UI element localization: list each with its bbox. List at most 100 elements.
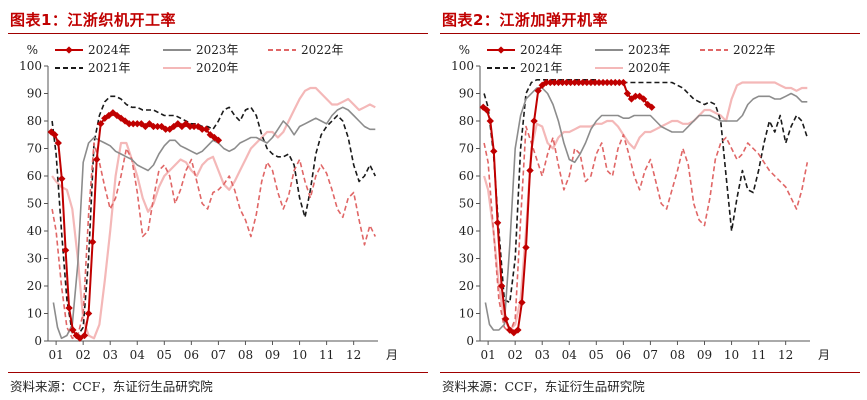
source-note: 资料来源：CCF，东证衍生品研究院 <box>442 379 645 394</box>
data-point-2024年 <box>595 78 603 87</box>
y-tick-label: 80 <box>27 114 42 128</box>
x-tick-label: 11 <box>319 348 334 362</box>
y-tick-label: 10 <box>27 307 42 321</box>
data-point-2024年 <box>198 125 206 133</box>
y-tick-label: 10 <box>459 307 474 321</box>
y-tick-label: 0 <box>466 334 474 348</box>
data-point-2024年 <box>88 238 97 246</box>
data-point-2024年 <box>202 125 210 133</box>
x-tick-label: 04 <box>562 348 578 362</box>
y-tick-label: 90 <box>459 87 474 101</box>
y-tick-label: 40 <box>459 224 474 238</box>
y-tick-label: 70 <box>459 142 474 156</box>
x-tick-label: 03 <box>535 348 550 362</box>
y-tick-label: 90 <box>27 87 42 101</box>
y-tick-label: 0 <box>34 334 42 348</box>
series-line-2024年 <box>482 81 653 334</box>
x-tick-label: 08 <box>670 348 685 362</box>
x-tick-label: 12 <box>346 348 361 362</box>
x-tick-label: 01 <box>48 348 63 362</box>
y-tick-label: 100 <box>451 59 474 73</box>
x-axis-unit: 月 <box>386 348 398 362</box>
x-tick-label: 06 <box>616 348 631 362</box>
y-tick-label: 50 <box>27 197 42 211</box>
series-line-2023年 <box>484 87 808 331</box>
x-tick-label: 09 <box>697 348 712 362</box>
y-tick-label: 30 <box>459 252 474 266</box>
data-point-2024年 <box>619 78 628 87</box>
data-point-2024年 <box>483 106 491 114</box>
data-point-2024年 <box>125 120 133 128</box>
data-point-2024年 <box>186 122 194 131</box>
x-tick-label: 06 <box>184 348 199 362</box>
data-point-2024年 <box>190 122 198 131</box>
x-tick-label: 10 <box>292 348 307 362</box>
series-line-2021年 <box>483 78 809 304</box>
y-tick-label: 40 <box>27 224 42 238</box>
data-point-2024年 <box>514 326 522 334</box>
data-point-2024年 <box>133 120 141 128</box>
chart-panel-2: 图表2：江浙加弹开机率 0 10 20 30 40 50 60 70 80 90 100% 01 02 0… <box>432 0 862 400</box>
y-tick-label: 50 <box>459 197 474 211</box>
y-tick-label: 60 <box>459 169 474 183</box>
data-point-2024年 <box>530 117 538 125</box>
legend-label: 2022年 <box>301 43 344 57</box>
y-tick-label: 20 <box>27 279 42 293</box>
source-divider <box>440 372 860 373</box>
x-tick-label: 07 <box>643 348 658 362</box>
data-point-2024年 <box>129 120 137 128</box>
y-axis-unit: % <box>459 43 470 57</box>
x-tick-label: 02 <box>508 348 523 362</box>
source-divider <box>8 372 428 373</box>
legend-label: 2020年 <box>628 61 671 75</box>
data-point-2024年 <box>518 298 526 307</box>
y-tick-label: 30 <box>27 252 42 266</box>
data-point-2024年 <box>153 122 162 131</box>
data-point-2024年 <box>69 326 77 334</box>
x-tick-label: 07 <box>211 348 226 362</box>
data-point-2024年 <box>493 219 502 227</box>
series-line-2024年 <box>50 111 219 340</box>
data-point-2024年 <box>84 309 93 318</box>
y-tick-label: 70 <box>27 142 42 156</box>
series-line-2022年 <box>483 125 809 334</box>
data-point-2024年 <box>61 246 70 254</box>
data-point-2024年 <box>486 117 494 125</box>
y-tick-label: 20 <box>459 279 474 293</box>
legend-marker <box>65 46 73 54</box>
legend-label: 2023年 <box>628 43 671 57</box>
data-point-2024年 <box>58 175 66 183</box>
series-line-2023年 <box>52 106 376 340</box>
data-point-2024年 <box>497 282 506 290</box>
line-chart: 0 10 20 30 40 50 60 70 80 90 100% 01 02 03 04 05 06 07 08 0… <box>451 43 830 362</box>
x-tick-label: 08 <box>238 348 253 362</box>
x-tick-label: 04 <box>130 348 146 362</box>
title-divider <box>440 33 860 34</box>
title-divider <box>8 33 428 34</box>
legend-label: 2024年 <box>520 43 563 57</box>
data-point-2024年 <box>603 78 611 87</box>
data-point-2024年 <box>587 78 595 87</box>
y-tick-label: 100 <box>19 59 42 73</box>
x-tick-label: 03 <box>103 348 118 362</box>
chart-title: 图表1：江浙织机开工率 <box>10 11 176 29</box>
data-point-2024年 <box>648 103 656 111</box>
x-tick-label: 05 <box>589 348 604 362</box>
data-point-2024年 <box>97 120 105 128</box>
legend-label: 2020年 <box>196 61 239 75</box>
source-note: 资料来源：CCF，东证衍生品研究院 <box>10 379 213 394</box>
series-line-2022年 <box>51 142 377 340</box>
legend-label: 2023年 <box>196 43 239 57</box>
legend-label: 2021年 <box>520 61 563 75</box>
x-tick-label: 10 <box>724 348 739 362</box>
legend-marker <box>497 46 505 54</box>
chart-title: 图表2：江浙加弹开机率 <box>442 11 608 29</box>
legend-label: 2021年 <box>88 61 131 75</box>
x-tick-label: 12 <box>778 348 793 362</box>
data-point-2024年 <box>161 125 170 133</box>
data-point-2024年 <box>526 166 534 175</box>
x-tick-label: 09 <box>265 348 280 362</box>
y-tick-label: 80 <box>459 114 474 128</box>
x-tick-label: 02 <box>76 348 91 362</box>
legend-label: 2024年 <box>88 43 131 57</box>
